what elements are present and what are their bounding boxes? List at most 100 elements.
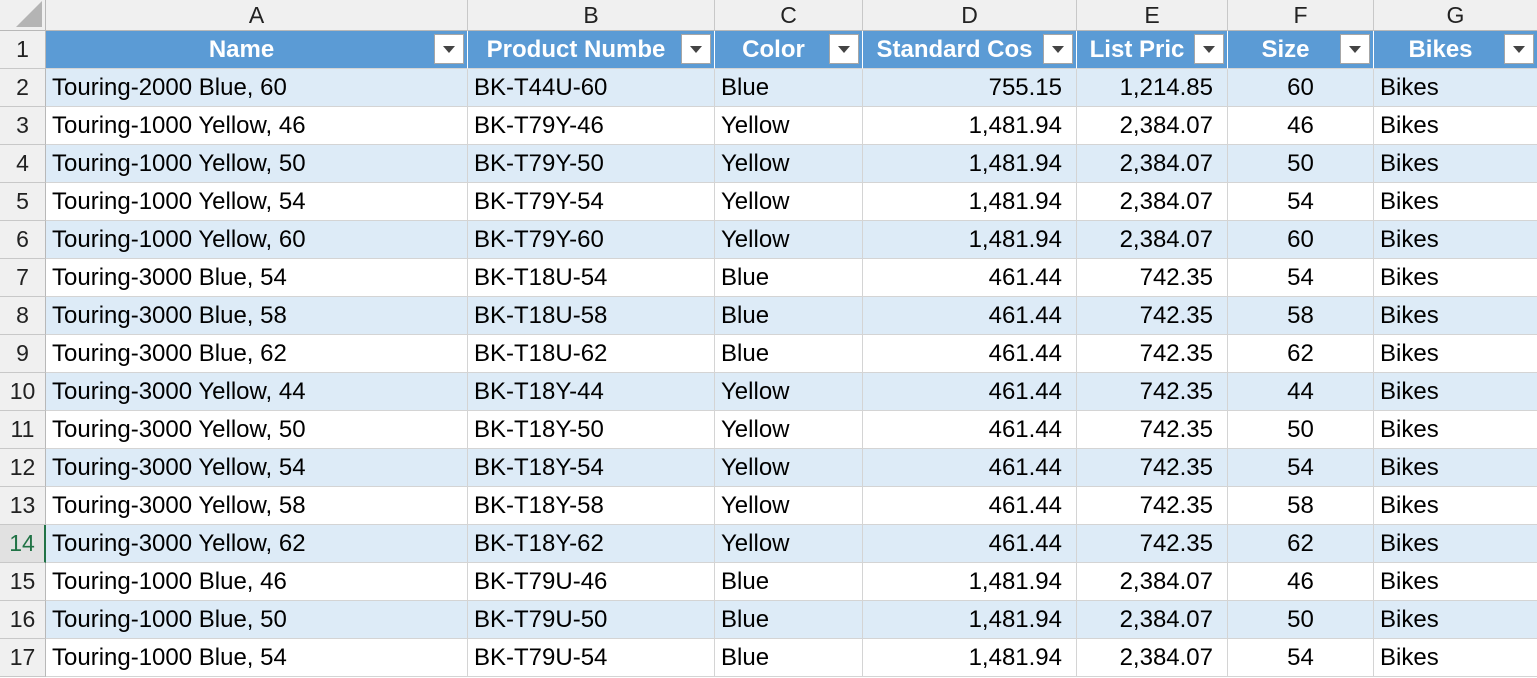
- table-cell[interactable]: 461.44: [863, 411, 1077, 449]
- table-header-cell[interactable]: Name: [46, 31, 468, 69]
- table-cell[interactable]: 2,384.07: [1077, 639, 1228, 677]
- filter-dropdown-button[interactable]: [1340, 34, 1370, 64]
- filter-dropdown-button[interactable]: [434, 34, 464, 64]
- table-cell[interactable]: Yellow: [715, 145, 863, 183]
- table-cell[interactable]: Touring-3000 Blue, 62: [46, 335, 468, 373]
- row-header[interactable]: 6: [0, 221, 46, 259]
- table-cell[interactable]: 58: [1228, 297, 1374, 335]
- column-header-e[interactable]: E: [1077, 0, 1228, 31]
- table-cell[interactable]: Yellow: [715, 411, 863, 449]
- table-cell[interactable]: Touring-1000 Blue, 46: [46, 563, 468, 601]
- row-header[interactable]: 10: [0, 373, 46, 411]
- table-cell[interactable]: 461.44: [863, 335, 1077, 373]
- table-cell[interactable]: Bikes: [1374, 411, 1537, 449]
- filter-dropdown-button[interactable]: [829, 34, 859, 64]
- row-header[interactable]: 7: [0, 259, 46, 297]
- row-header[interactable]: 3: [0, 107, 46, 145]
- select-all-button[interactable]: [0, 0, 46, 31]
- table-cell[interactable]: Bikes: [1374, 373, 1537, 411]
- table-cell[interactable]: 742.35: [1077, 487, 1228, 525]
- table-cell[interactable]: BK-T44U-60: [468, 69, 715, 107]
- table-cell[interactable]: Bikes: [1374, 69, 1537, 107]
- table-cell[interactable]: BK-T18U-54: [468, 259, 715, 297]
- table-cell[interactable]: 2,384.07: [1077, 107, 1228, 145]
- table-cell[interactable]: Blue: [715, 297, 863, 335]
- table-cell[interactable]: Bikes: [1374, 145, 1537, 183]
- column-header-d[interactable]: D: [863, 0, 1077, 31]
- table-header-cell[interactable]: Size: [1228, 31, 1374, 69]
- table-cell[interactable]: BK-T18U-58: [468, 297, 715, 335]
- table-cell[interactable]: 54: [1228, 259, 1374, 297]
- row-header[interactable]: 11: [0, 411, 46, 449]
- table-cell[interactable]: Touring-1000 Yellow, 50: [46, 145, 468, 183]
- table-cell[interactable]: Yellow: [715, 525, 863, 563]
- table-cell[interactable]: BK-T18Y-44: [468, 373, 715, 411]
- filter-dropdown-button[interactable]: [681, 34, 711, 64]
- table-cell[interactable]: 50: [1228, 145, 1374, 183]
- table-cell[interactable]: Blue: [715, 601, 863, 639]
- table-cell[interactable]: Touring-3000 Blue, 54: [46, 259, 468, 297]
- table-cell[interactable]: Bikes: [1374, 221, 1537, 259]
- table-cell[interactable]: BK-T18U-62: [468, 335, 715, 373]
- table-cell[interactable]: 742.35: [1077, 373, 1228, 411]
- table-cell[interactable]: 62: [1228, 525, 1374, 563]
- row-header[interactable]: 8: [0, 297, 46, 335]
- table-cell[interactable]: Blue: [715, 563, 863, 601]
- table-cell[interactable]: Touring-3000 Yellow, 50: [46, 411, 468, 449]
- table-header-cell[interactable]: Color: [715, 31, 863, 69]
- table-cell[interactable]: 1,481.94: [863, 639, 1077, 677]
- table-cell[interactable]: Touring-1000 Blue, 50: [46, 601, 468, 639]
- table-cell[interactable]: 2,384.07: [1077, 145, 1228, 183]
- filter-dropdown-button[interactable]: [1043, 34, 1073, 64]
- table-cell[interactable]: 2,384.07: [1077, 221, 1228, 259]
- table-cell[interactable]: 461.44: [863, 449, 1077, 487]
- table-cell[interactable]: Touring-3000 Yellow, 62: [46, 525, 468, 563]
- column-header-g[interactable]: G: [1374, 0, 1537, 31]
- column-header-b[interactable]: B: [468, 0, 715, 31]
- table-cell[interactable]: 62: [1228, 335, 1374, 373]
- table-cell[interactable]: BK-T18Y-58: [468, 487, 715, 525]
- table-cell[interactable]: Bikes: [1374, 297, 1537, 335]
- row-header[interactable]: 5: [0, 183, 46, 221]
- table-cell[interactable]: 58: [1228, 487, 1374, 525]
- table-cell[interactable]: Blue: [715, 335, 863, 373]
- table-cell[interactable]: 461.44: [863, 297, 1077, 335]
- table-cell[interactable]: 1,481.94: [863, 145, 1077, 183]
- table-cell[interactable]: 755.15: [863, 69, 1077, 107]
- table-cell[interactable]: 54: [1228, 639, 1374, 677]
- table-cell[interactable]: Yellow: [715, 183, 863, 221]
- table-cell[interactable]: 54: [1228, 449, 1374, 487]
- table-cell[interactable]: 1,481.94: [863, 107, 1077, 145]
- table-cell[interactable]: 60: [1228, 221, 1374, 259]
- table-cell[interactable]: 54: [1228, 183, 1374, 221]
- table-cell[interactable]: Blue: [715, 259, 863, 297]
- row-header[interactable]: 16: [0, 601, 46, 639]
- table-cell[interactable]: Yellow: [715, 107, 863, 145]
- table-cell[interactable]: 742.35: [1077, 259, 1228, 297]
- table-cell[interactable]: 461.44: [863, 487, 1077, 525]
- table-cell[interactable]: Yellow: [715, 221, 863, 259]
- table-header-cell[interactable]: List Pric: [1077, 31, 1228, 69]
- row-header[interactable]: 14: [0, 525, 46, 563]
- table-cell[interactable]: Touring-3000 Yellow, 44: [46, 373, 468, 411]
- table-cell[interactable]: 2,384.07: [1077, 601, 1228, 639]
- table-cell[interactable]: Bikes: [1374, 183, 1537, 221]
- table-header-cell[interactable]: Product Numbe: [468, 31, 715, 69]
- table-header-cell[interactable]: Bikes: [1374, 31, 1537, 69]
- table-cell[interactable]: 1,481.94: [863, 601, 1077, 639]
- table-cell[interactable]: BK-T79Y-50: [468, 145, 715, 183]
- table-cell[interactable]: BK-T79U-54: [468, 639, 715, 677]
- row-header[interactable]: 15: [0, 563, 46, 601]
- table-cell[interactable]: BK-T79U-50: [468, 601, 715, 639]
- row-header[interactable]: 12: [0, 449, 46, 487]
- table-cell[interactable]: 50: [1228, 601, 1374, 639]
- table-cell[interactable]: Touring-3000 Yellow, 58: [46, 487, 468, 525]
- table-cell[interactable]: Yellow: [715, 487, 863, 525]
- row-header[interactable]: 4: [0, 145, 46, 183]
- table-cell[interactable]: BK-T79Y-46: [468, 107, 715, 145]
- table-cell[interactable]: Yellow: [715, 373, 863, 411]
- table-cell[interactable]: Bikes: [1374, 639, 1537, 677]
- table-cell[interactable]: 742.35: [1077, 335, 1228, 373]
- table-cell[interactable]: Bikes: [1374, 563, 1537, 601]
- table-cell[interactable]: Touring-1000 Yellow, 46: [46, 107, 468, 145]
